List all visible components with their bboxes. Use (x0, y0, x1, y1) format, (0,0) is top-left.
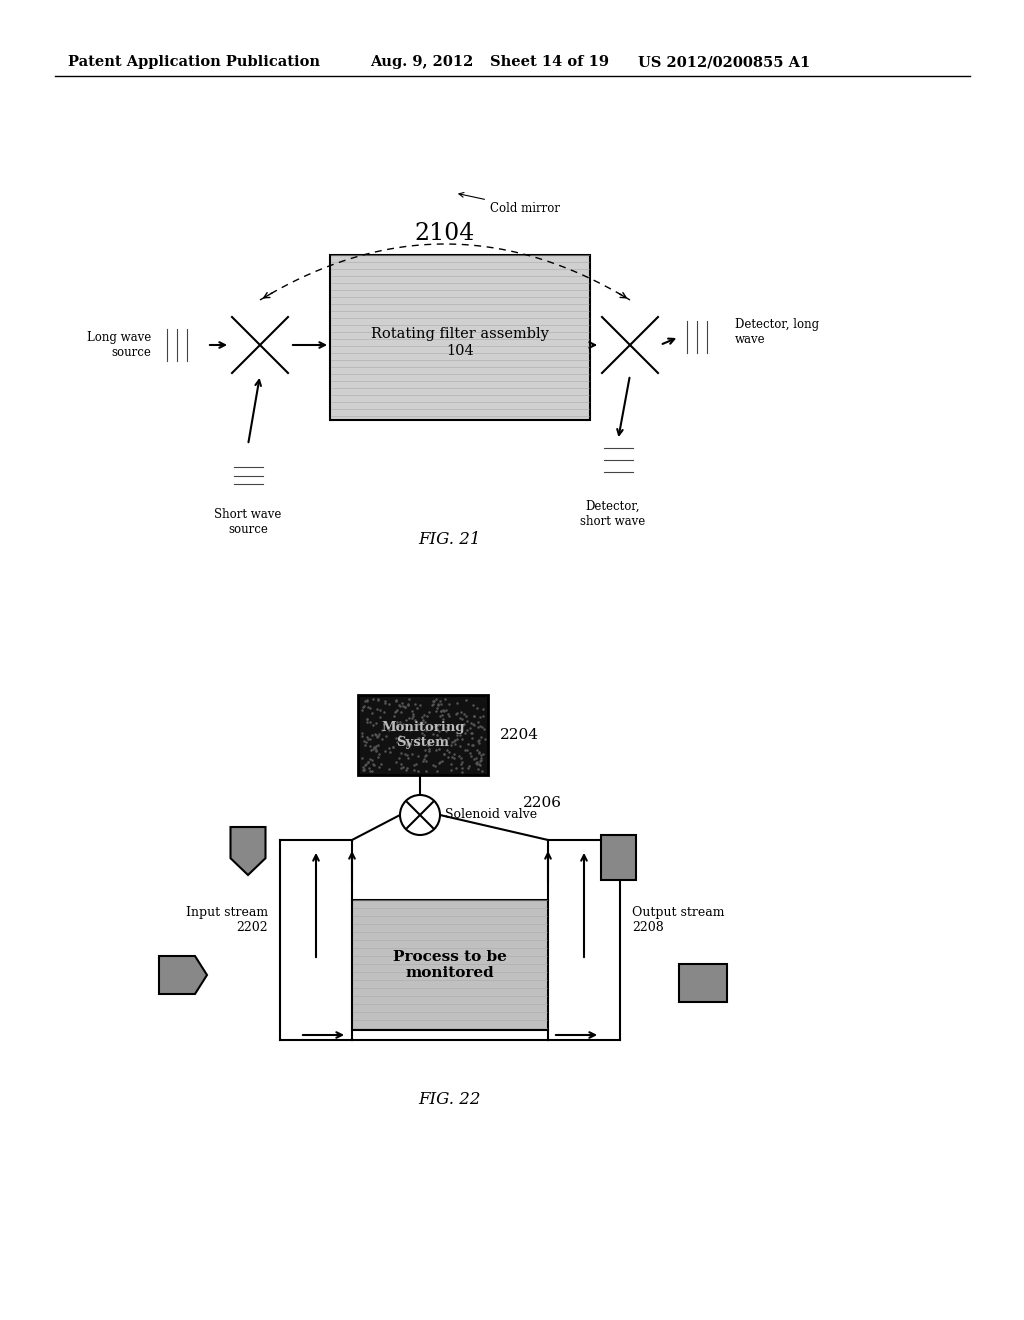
Text: Process to be
monitored: Process to be monitored (393, 950, 507, 979)
Polygon shape (679, 964, 727, 1002)
Bar (330, 255, 590, 420)
Text: Detector, long
wave: Detector, long wave (735, 318, 819, 346)
Polygon shape (600, 836, 636, 880)
Text: Detector,
short wave: Detector, short wave (581, 500, 645, 528)
Text: Solenoid valve: Solenoid valve (445, 808, 538, 821)
Polygon shape (159, 956, 207, 994)
Text: 2104: 2104 (415, 222, 475, 244)
Text: FIG. 21: FIG. 21 (419, 532, 481, 549)
Text: FIG. 22: FIG. 22 (419, 1092, 481, 1109)
Text: Long wave
source: Long wave source (87, 331, 151, 359)
Circle shape (400, 795, 440, 836)
Bar (352, 900, 548, 1030)
Text: Cold mirror: Cold mirror (459, 193, 560, 214)
Text: Short wave
source: Short wave source (214, 508, 282, 536)
Text: US 2012/0200855 A1: US 2012/0200855 A1 (638, 55, 810, 69)
Text: Input stream
2202: Input stream 2202 (186, 906, 268, 935)
Text: Output stream
2208: Output stream 2208 (632, 906, 725, 935)
Polygon shape (230, 828, 265, 875)
Text: Patent Application Publication: Patent Application Publication (68, 55, 319, 69)
Text: Aug. 9, 2012: Aug. 9, 2012 (370, 55, 473, 69)
Text: 2204: 2204 (500, 729, 539, 742)
Text: Rotating filter assembly
104: Rotating filter assembly 104 (371, 327, 549, 358)
Text: 2206: 2206 (523, 796, 562, 810)
Text: Monitoring
System: Monitoring System (381, 721, 465, 748)
Text: Sheet 14 of 19: Sheet 14 of 19 (490, 55, 609, 69)
Bar (358, 696, 488, 775)
